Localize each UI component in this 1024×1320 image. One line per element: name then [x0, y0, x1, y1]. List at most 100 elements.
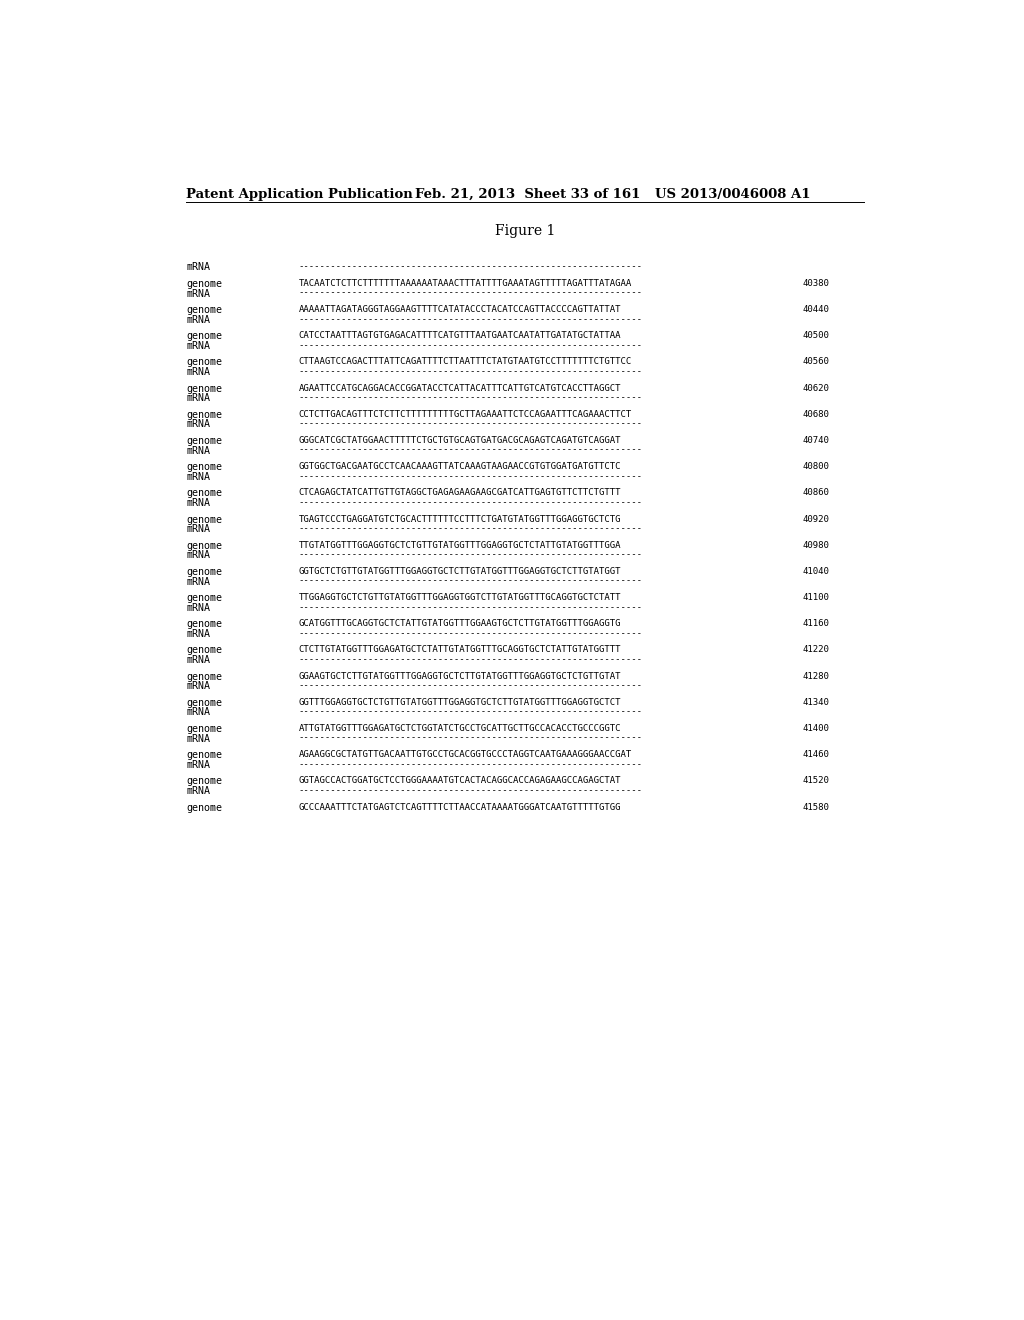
Text: genome: genome	[186, 331, 222, 342]
Text: mRNA: mRNA	[186, 498, 210, 508]
Text: GGGCATCGCTATGGAACTTTTTCTGCTGTGCAGTGATGACGCAGAGTCAGATGTCAGGAT: GGGCATCGCTATGGAACTTTTTCTGCTGTGCAGTGATGAC…	[299, 436, 621, 445]
Text: ----------------------------------------------------------------: ----------------------------------------…	[299, 655, 642, 664]
Text: 40740: 40740	[802, 436, 829, 445]
Text: genome: genome	[186, 488, 222, 499]
Text: mRNA: mRNA	[186, 577, 210, 586]
Text: 40500: 40500	[802, 331, 829, 341]
Text: genome: genome	[186, 515, 222, 524]
Text: genome: genome	[186, 541, 222, 550]
Text: ----------------------------------------------------------------: ----------------------------------------…	[299, 760, 642, 768]
Text: mRNA: mRNA	[186, 628, 210, 639]
Text: mRNA: mRNA	[186, 446, 210, 455]
Text: 41280: 41280	[802, 672, 829, 681]
Text: genome: genome	[186, 566, 222, 577]
Text: 40860: 40860	[802, 488, 829, 498]
Text: 41520: 41520	[802, 776, 829, 785]
Text: AGAATTCCATGCAGGACACCGGATACCTCATTACATTTCATTGTCATGTCACCTTAGGCT: AGAATTCCATGCAGGACACCGGATACCTCATTACATTTCA…	[299, 384, 621, 392]
Text: genome: genome	[186, 436, 222, 446]
Text: TTGTATGGTTTGGAGGTGCTCTGTTGTATGGTTTGGAGGTGCTCTATTGTATGGTTTGGA: TTGTATGGTTTGGAGGTGCTCTGTTGTATGGTTTGGAGGT…	[299, 541, 621, 549]
Text: mRNA: mRNA	[186, 734, 210, 743]
Text: mRNA: mRNA	[186, 785, 210, 796]
Text: mRNA: mRNA	[186, 367, 210, 378]
Text: ATTGTATGGTTTGGAGATGCTCTGGTATCTGCCTGCATTGCTTGCCACACCTGCCCGGTC: ATTGTATGGTTTGGAGATGCTCTGGTATCTGCCTGCATTG…	[299, 723, 621, 733]
Text: 41220: 41220	[802, 645, 829, 655]
Text: 40680: 40680	[802, 409, 829, 418]
Text: 41400: 41400	[802, 723, 829, 733]
Text: genome: genome	[186, 358, 222, 367]
Text: mRNA: mRNA	[186, 393, 210, 403]
Text: mRNA: mRNA	[186, 341, 210, 351]
Text: genome: genome	[186, 723, 222, 734]
Text: TGAGTCCCTGAGGATGTCTGCACTTTTTTCCTTTCTGATGTATGGTTTGGAGGTGCTCTG: TGAGTCCCTGAGGATGTCTGCACTTTTTTCCTTTCTGATG…	[299, 515, 621, 524]
Text: 41340: 41340	[802, 698, 829, 706]
Text: Figure 1: Figure 1	[495, 224, 555, 238]
Text: ----------------------------------------------------------------: ----------------------------------------…	[299, 471, 642, 480]
Text: CTCTTGTATGGTTTGGAGATGCTCTATTGTATGGTTTGCAGGTGCTCTATTGTATGGTTT: CTCTTGTATGGTTTGGAGATGCTCTATTGTATGGTTTGCA…	[299, 645, 621, 655]
Text: ----------------------------------------------------------------: ----------------------------------------…	[299, 628, 642, 638]
Text: genome: genome	[186, 619, 222, 630]
Text: GGTAGCCACTGGATGCTCCTGGGAAAATGTCACTACAGGCACCAGAGAAGCCAGAGCTAT: GGTAGCCACTGGATGCTCCTGGGAAAATGTCACTACAGGC…	[299, 776, 621, 785]
Text: mRNA: mRNA	[186, 760, 210, 770]
Text: ----------------------------------------------------------------: ----------------------------------------…	[299, 446, 642, 454]
Text: genome: genome	[186, 279, 222, 289]
Text: CTTAAGTCCAGACTTTATTCAGATTTTCTTAATTTCTATGTAATGTCCTTTTTTTCTGTTCC: CTTAAGTCCAGACTTTATTCAGATTTTCTTAATTTCTATG…	[299, 358, 632, 367]
Text: CTCAGAGCTATCATTGTTGTAGGCTGAGAGAAGAAGCGATCATTGAGTGTTCTTCTGTTT: CTCAGAGCTATCATTGTTGTAGGCTGAGAGAAGAAGCGAT…	[299, 488, 621, 498]
Text: genome: genome	[186, 645, 222, 656]
Text: ----------------------------------------------------------------: ----------------------------------------…	[299, 289, 642, 297]
Text: genome: genome	[186, 305, 222, 315]
Text: ----------------------------------------------------------------: ----------------------------------------…	[299, 341, 642, 350]
Text: Feb. 21, 2013  Sheet 33 of 161: Feb. 21, 2013 Sheet 33 of 161	[415, 187, 640, 201]
Text: 41100: 41100	[802, 593, 829, 602]
Text: ----------------------------------------------------------------: ----------------------------------------…	[299, 367, 642, 376]
Text: mRNA: mRNA	[186, 420, 210, 429]
Text: ----------------------------------------------------------------: ----------------------------------------…	[299, 393, 642, 403]
Text: GGAAGTGCTCTTGTATGGTTTGGAGGTGCTCTTGTATGGTTTGGAGGTGCTCTGTTGTAT: GGAAGTGCTCTTGTATGGTTTGGAGGTGCTCTTGTATGGT…	[299, 672, 621, 681]
Text: ----------------------------------------------------------------: ----------------------------------------…	[299, 550, 642, 560]
Text: ----------------------------------------------------------------: ----------------------------------------…	[299, 263, 642, 272]
Text: ----------------------------------------------------------------: ----------------------------------------…	[299, 785, 642, 795]
Text: 40800: 40800	[802, 462, 829, 471]
Text: GCATGGTTTGCAGGTGCTCTATTGTATGGTTTGGAAGTGCTCTTGTATGGTTTGGAGGTG: GCATGGTTTGCAGGTGCTCTATTGTATGGTTTGGAAGTGC…	[299, 619, 621, 628]
Text: 40920: 40920	[802, 515, 829, 524]
Text: ----------------------------------------------------------------: ----------------------------------------…	[299, 603, 642, 611]
Text: TACAATCTCTTCTTTTTTTAAAAAATAAACTTTATTTTGAAATAGTTTTTAGATTTATAGAA: TACAATCTCTTCTTTTTTTAAAAAATAAACTTTATTTTGA…	[299, 279, 632, 288]
Text: 40620: 40620	[802, 384, 829, 392]
Text: mRNA: mRNA	[186, 524, 210, 535]
Text: mRNA: mRNA	[186, 708, 210, 717]
Text: GGTTTGGAGGTGCTCTGTTGTATGGTTTGGAGGTGCTCTTGTATGGTTTGGAGGTGCTCT: GGTTTGGAGGTGCTCTGTTGTATGGTTTGGAGGTGCTCTT…	[299, 698, 621, 706]
Text: genome: genome	[186, 803, 222, 813]
Text: ----------------------------------------------------------------: ----------------------------------------…	[299, 734, 642, 743]
Text: mRNA: mRNA	[186, 655, 210, 665]
Text: 40560: 40560	[802, 358, 829, 367]
Text: ----------------------------------------------------------------: ----------------------------------------…	[299, 577, 642, 586]
Text: mRNA: mRNA	[186, 263, 210, 272]
Text: genome: genome	[186, 462, 222, 473]
Text: Patent Application Publication: Patent Application Publication	[186, 187, 413, 201]
Text: genome: genome	[186, 672, 222, 681]
Text: genome: genome	[186, 776, 222, 787]
Text: 41460: 41460	[802, 750, 829, 759]
Text: CCTCTTGACAGTTTCTCTTCTTTTTTTTTGCTTAGAAATTCTCCAGAATTTCAGAAACTTCT: CCTCTTGACAGTTTCTCTTCTTTTTTTTTGCTTAGAAATT…	[299, 409, 632, 418]
Text: 41160: 41160	[802, 619, 829, 628]
Text: 40980: 40980	[802, 541, 829, 549]
Text: CATCCTAATTTAGTGTGAGACATTTTCATGTTTAATGAATCAATATTGATATGCTATTAA: CATCCTAATTTAGTGTGAGACATTTTCATGTTTAATGAAT…	[299, 331, 621, 341]
Text: mRNA: mRNA	[186, 314, 210, 325]
Text: ----------------------------------------------------------------: ----------------------------------------…	[299, 314, 642, 323]
Text: genome: genome	[186, 409, 222, 420]
Text: genome: genome	[186, 593, 222, 603]
Text: AAAAATTAGATAGGGTAGGAAGTTTTCATATACCCTACATCCAGTTACCCCAGTTATTAT: AAAAATTAGATAGGGTAGGAAGTTTTCATATACCCTACAT…	[299, 305, 621, 314]
Text: GCCCAAATTTCTATGAGTCTCAGTTTTCTTAACCATAAAATGGGATCAATGTTTTTGTGG: GCCCAAATTTCTATGAGTCTCAGTTTTCTTAACCATAAAA…	[299, 803, 621, 812]
Text: ----------------------------------------------------------------: ----------------------------------------…	[299, 524, 642, 533]
Text: mRNA: mRNA	[186, 550, 210, 560]
Text: ----------------------------------------------------------------: ----------------------------------------…	[299, 681, 642, 690]
Text: ----------------------------------------------------------------: ----------------------------------------…	[299, 708, 642, 717]
Text: 40440: 40440	[802, 305, 829, 314]
Text: genome: genome	[186, 750, 222, 760]
Text: ----------------------------------------------------------------: ----------------------------------------…	[299, 420, 642, 429]
Text: mRNA: mRNA	[186, 289, 210, 298]
Text: genome: genome	[186, 698, 222, 708]
Text: mRNA: mRNA	[186, 471, 210, 482]
Text: GGTGGCTGACGAATGCCTCAACAAAGTTATCAAAGTAAGAACCGTGTGGATGATGTTCTC: GGTGGCTGACGAATGCCTCAACAAAGTTATCAAAGTAAGA…	[299, 462, 621, 471]
Text: 40380: 40380	[802, 279, 829, 288]
Text: US 2013/0046008 A1: US 2013/0046008 A1	[655, 187, 811, 201]
